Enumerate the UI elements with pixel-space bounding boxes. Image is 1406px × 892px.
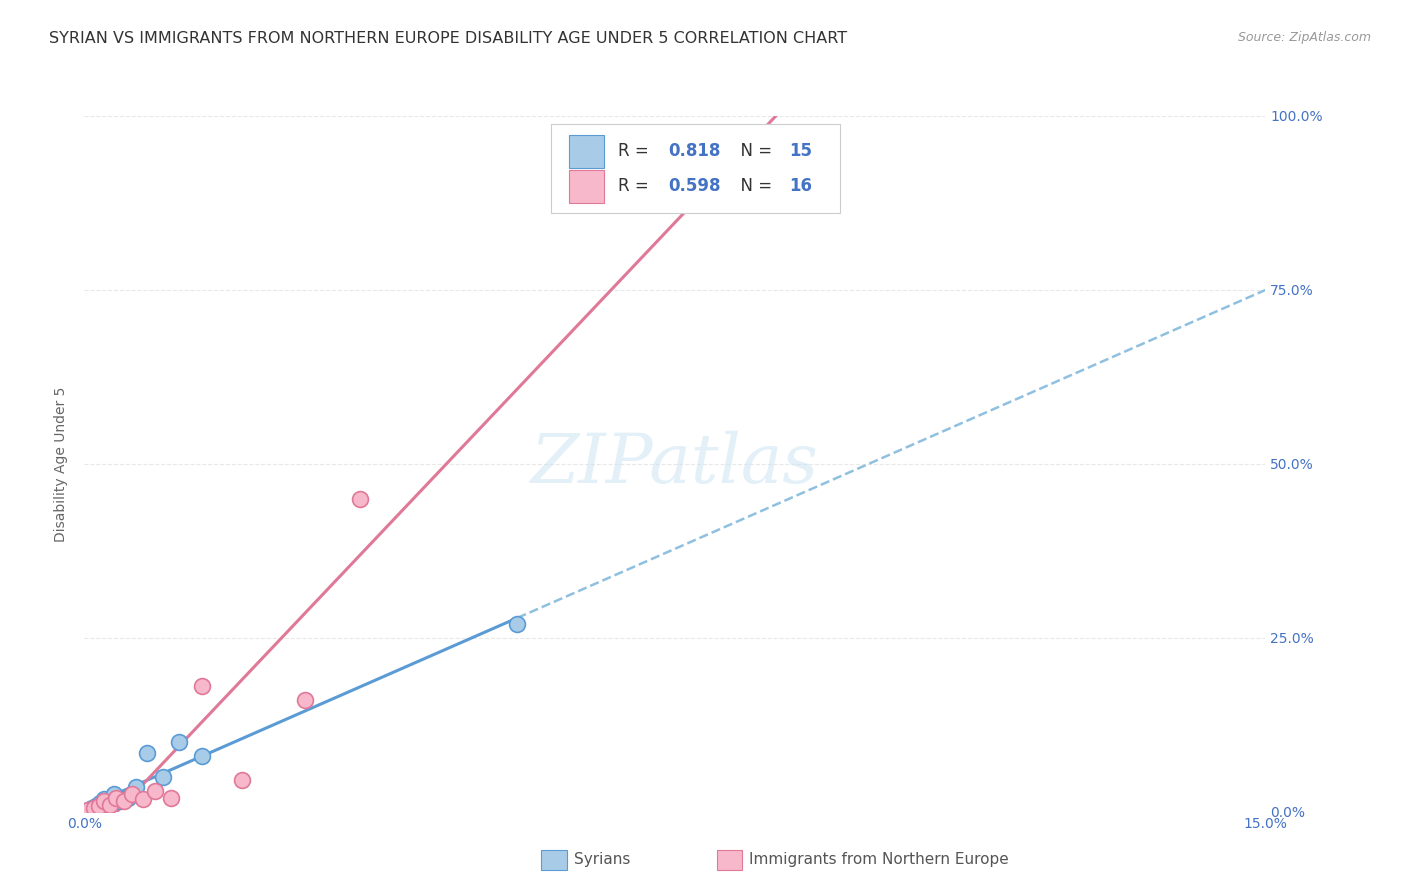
Point xyxy=(191,749,214,764)
Text: N =: N = xyxy=(730,178,778,195)
Point xyxy=(83,801,105,815)
Point xyxy=(77,803,100,817)
Point xyxy=(132,792,155,806)
Point xyxy=(98,797,121,812)
Point xyxy=(93,792,115,806)
Text: Immigrants from Northern Europe: Immigrants from Northern Europe xyxy=(749,853,1010,867)
Point xyxy=(108,794,131,808)
Point xyxy=(87,799,110,814)
Text: R =: R = xyxy=(619,178,654,195)
FancyBboxPatch shape xyxy=(568,135,605,169)
Y-axis label: Disability Age Under 5: Disability Age Under 5 xyxy=(55,386,69,541)
FancyBboxPatch shape xyxy=(568,169,605,203)
Point xyxy=(160,790,183,805)
Point xyxy=(152,770,174,784)
Point xyxy=(104,790,127,805)
Point xyxy=(191,680,214,694)
Point xyxy=(143,784,166,798)
Point xyxy=(93,794,115,808)
Point xyxy=(77,803,100,817)
Point xyxy=(703,144,725,158)
Text: SYRIAN VS IMMIGRANTS FROM NORTHERN EUROPE DISABILITY AGE UNDER 5 CORRELATION CHA: SYRIAN VS IMMIGRANTS FROM NORTHERN EUROP… xyxy=(49,31,848,46)
Point xyxy=(117,790,139,805)
Point xyxy=(506,616,529,631)
Text: 0.598: 0.598 xyxy=(668,178,720,195)
Point xyxy=(82,801,104,815)
Point xyxy=(136,746,159,760)
Text: 16: 16 xyxy=(789,178,813,195)
Point xyxy=(89,797,111,811)
Text: R =: R = xyxy=(619,143,654,161)
Text: Syrians: Syrians xyxy=(574,853,630,867)
Text: Source: ZipAtlas.com: Source: ZipAtlas.com xyxy=(1237,31,1371,45)
Point xyxy=(349,491,371,506)
Point xyxy=(167,735,190,749)
Point xyxy=(84,799,107,814)
Point xyxy=(124,780,146,795)
Text: 0.818: 0.818 xyxy=(668,143,720,161)
Point xyxy=(103,788,125,801)
Point xyxy=(294,693,316,707)
Text: N =: N = xyxy=(730,143,778,161)
Text: ZIPatlas: ZIPatlas xyxy=(531,431,818,497)
Point xyxy=(121,788,143,801)
Text: 15: 15 xyxy=(789,143,813,161)
FancyBboxPatch shape xyxy=(551,124,841,213)
Point xyxy=(231,773,253,788)
Point xyxy=(112,794,135,808)
Point xyxy=(97,797,120,812)
